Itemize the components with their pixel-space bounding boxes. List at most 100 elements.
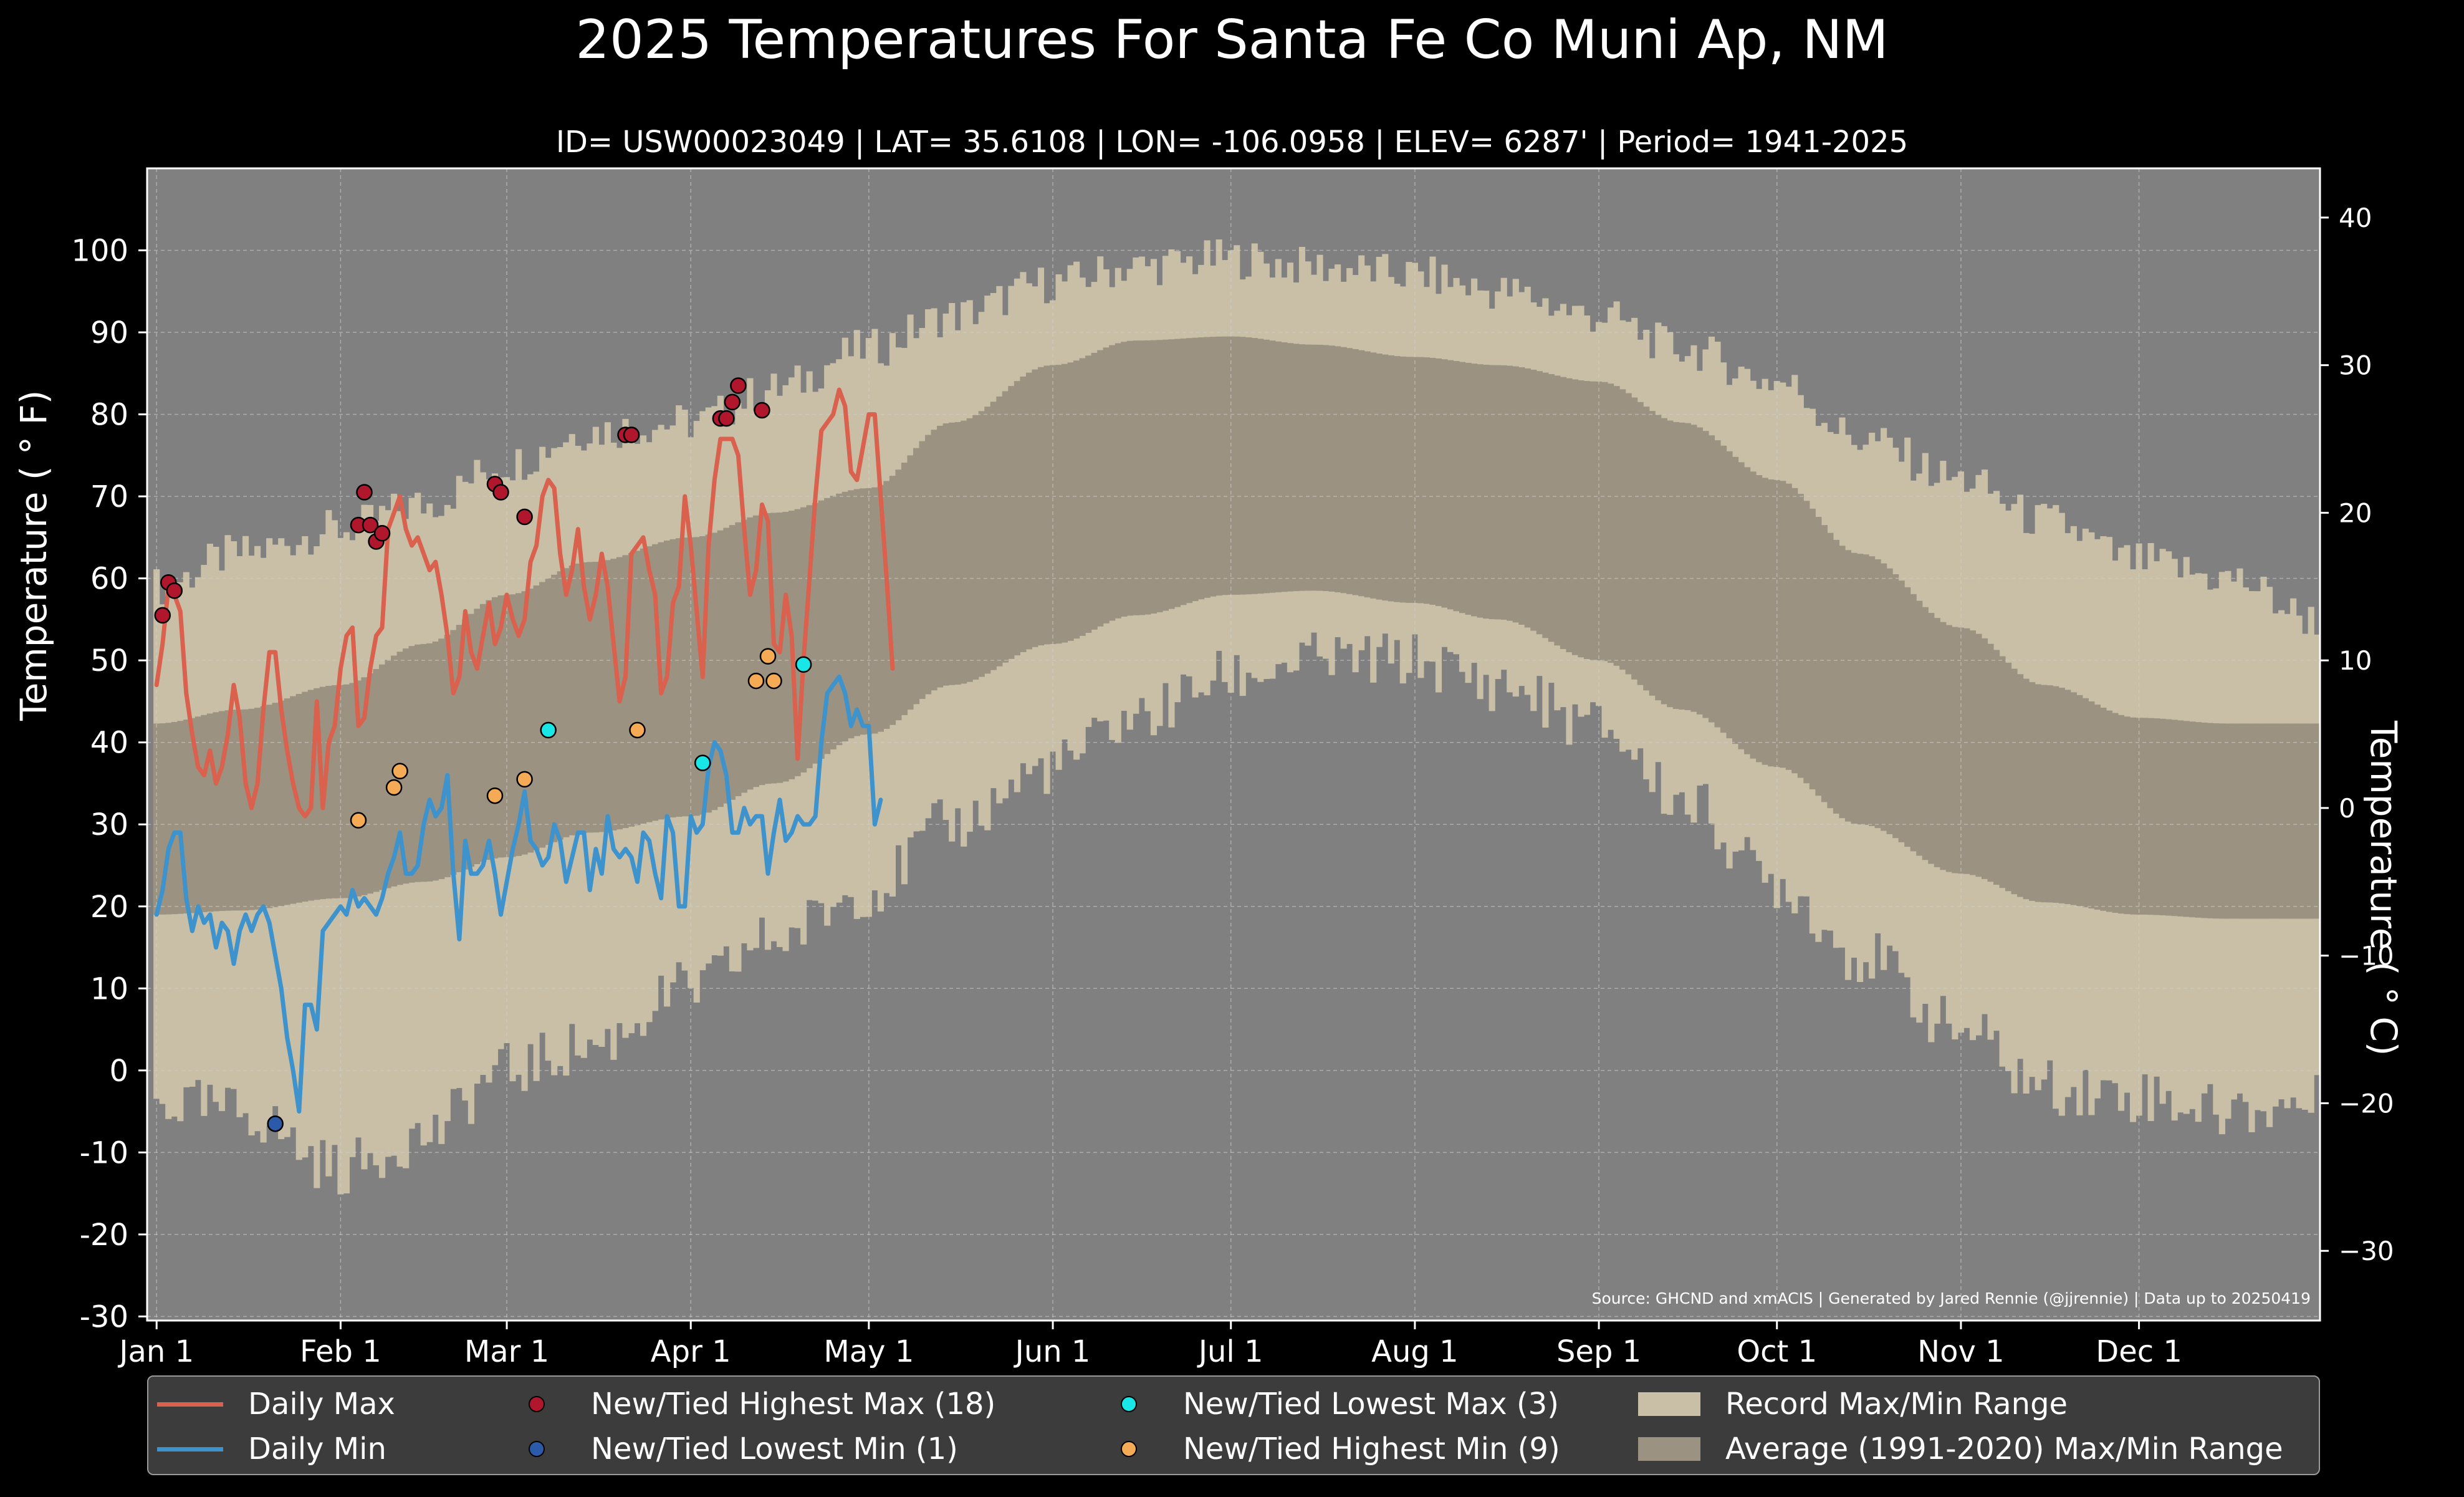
average-range-bar <box>2094 705 2101 910</box>
average-range-bar <box>587 562 593 833</box>
average-range-bar <box>1744 467 1751 754</box>
average-range-bar <box>1394 356 1401 602</box>
average-range-bar <box>1987 643 1994 882</box>
average-range-bar <box>1435 358 1442 607</box>
average-range-bar <box>343 684 350 898</box>
average-range-bar <box>349 683 356 898</box>
average-range-bar <box>1571 379 1579 655</box>
y-tick-label: -30 <box>80 1299 128 1334</box>
average-range-bar <box>2017 674 2024 897</box>
average-range-bar <box>622 555 629 829</box>
legend-item: New/Tied Highest Min (9) <box>1096 1430 1560 1468</box>
average-range-bar <box>1613 386 1620 666</box>
average-range-bar <box>1714 440 1721 728</box>
average-range-bar <box>2058 688 2065 903</box>
average-range-bar <box>1340 347 1347 594</box>
legend-item: Daily Max <box>157 1385 395 1423</box>
average-range-bar <box>669 539 676 818</box>
average-range-bar <box>568 566 575 835</box>
average-range-bar <box>1524 368 1531 628</box>
record-point <box>540 721 557 739</box>
record-point <box>486 787 504 804</box>
legend-label: Record Max/Min Range <box>1725 1387 2068 1422</box>
y-axis-label-fahrenheit: Temperature ( ° F) <box>12 390 55 721</box>
record-point <box>730 377 747 394</box>
x-tick-label: Aug 1 <box>1371 1334 1459 1369</box>
average-range-bar <box>1097 350 1104 627</box>
average-range-bar <box>1530 369 1537 631</box>
average-range-bar <box>2029 682 2036 901</box>
average-range-bar <box>2076 695 2083 907</box>
average-range-bar <box>1643 407 1650 691</box>
average-range-bar <box>2023 678 2030 900</box>
x-tick-label: Jun 1 <box>1014 1334 1091 1369</box>
average-range-bar <box>2201 722 2208 918</box>
average-range-bar <box>2088 701 2095 909</box>
average-range-bar <box>1305 344 1311 591</box>
average-range-bar <box>1186 338 1193 604</box>
average-range-bar <box>1138 340 1145 615</box>
average-range-bar <box>1655 415 1662 701</box>
average-range-bar <box>942 423 949 686</box>
y-tick-label: 0 <box>109 1054 128 1089</box>
average-range-bar <box>1406 357 1412 603</box>
record-point <box>391 763 408 779</box>
average-range-bar <box>2064 690 2071 905</box>
average-range-bar <box>563 568 570 837</box>
average-range-bar <box>1785 483 1792 770</box>
average-range-bar <box>159 723 166 915</box>
source-note: Source: GHCND and xmACIS | Generated by … <box>1591 1289 2311 1307</box>
average-range-bar <box>367 673 374 894</box>
average-range-bar <box>486 600 492 860</box>
average-range-bar <box>1055 365 1062 644</box>
average-range-bar <box>272 703 279 907</box>
average-range-bar <box>954 421 961 685</box>
average-range-bar <box>1109 345 1116 621</box>
average-range-bar <box>224 710 231 911</box>
average-range-bar <box>2195 722 2202 918</box>
average-range-bar <box>1471 363 1478 617</box>
average-range-bar <box>1791 488 1798 774</box>
average-range-bar <box>515 593 522 856</box>
average-range-bar <box>889 476 896 725</box>
plot-frame <box>146 167 2321 1322</box>
chart-legend: Daily Max Daily Min New/Tied Highest Max (… <box>147 1375 2320 1475</box>
legend-label: Daily Min <box>248 1432 386 1466</box>
average-range-bar <box>1679 422 1685 710</box>
average-range-bar <box>420 643 427 882</box>
average-range-bar <box>1298 344 1306 591</box>
average-range-bar <box>1821 525 1828 802</box>
average-range-bar <box>2290 723 2297 919</box>
average-range-bar <box>2129 717 2137 915</box>
average-range-bar <box>1661 418 1667 705</box>
average-range-bar <box>2154 718 2160 915</box>
average-range-bar <box>1376 354 1383 600</box>
average-range-bar <box>693 537 700 816</box>
average-range-bar <box>1625 393 1632 675</box>
record-point <box>765 672 782 690</box>
average-range-bar <box>812 503 819 764</box>
average-range-bar <box>1827 532 1834 809</box>
average-range-bar <box>314 688 320 900</box>
record-point <box>623 426 640 443</box>
average-range-bar <box>2053 686 2059 903</box>
legend-line-swatch <box>157 1446 223 1451</box>
average-range-bar <box>1281 342 1288 592</box>
average-range-bar <box>2100 708 2107 911</box>
x-tick-label: Dec 1 <box>2096 1334 2182 1369</box>
average-range-bar <box>1756 475 1763 763</box>
average-range-bar <box>1512 366 1519 623</box>
average-range-bar <box>183 720 189 914</box>
average-range-bar <box>1649 411 1656 696</box>
y-tick-label: -20 <box>80 1218 128 1253</box>
average-range-bar <box>1168 339 1175 609</box>
average-range-bar <box>1542 372 1549 638</box>
average-range-bar <box>1928 613 1935 864</box>
average-range-bar <box>2183 721 2190 917</box>
average-range-bar <box>1536 371 1543 635</box>
average-range-bar <box>1488 365 1495 620</box>
average-range-bar <box>242 709 249 911</box>
average-range-bar <box>2147 718 2154 915</box>
average-range-bar <box>1287 343 1293 592</box>
average-range-bar <box>1667 420 1674 708</box>
